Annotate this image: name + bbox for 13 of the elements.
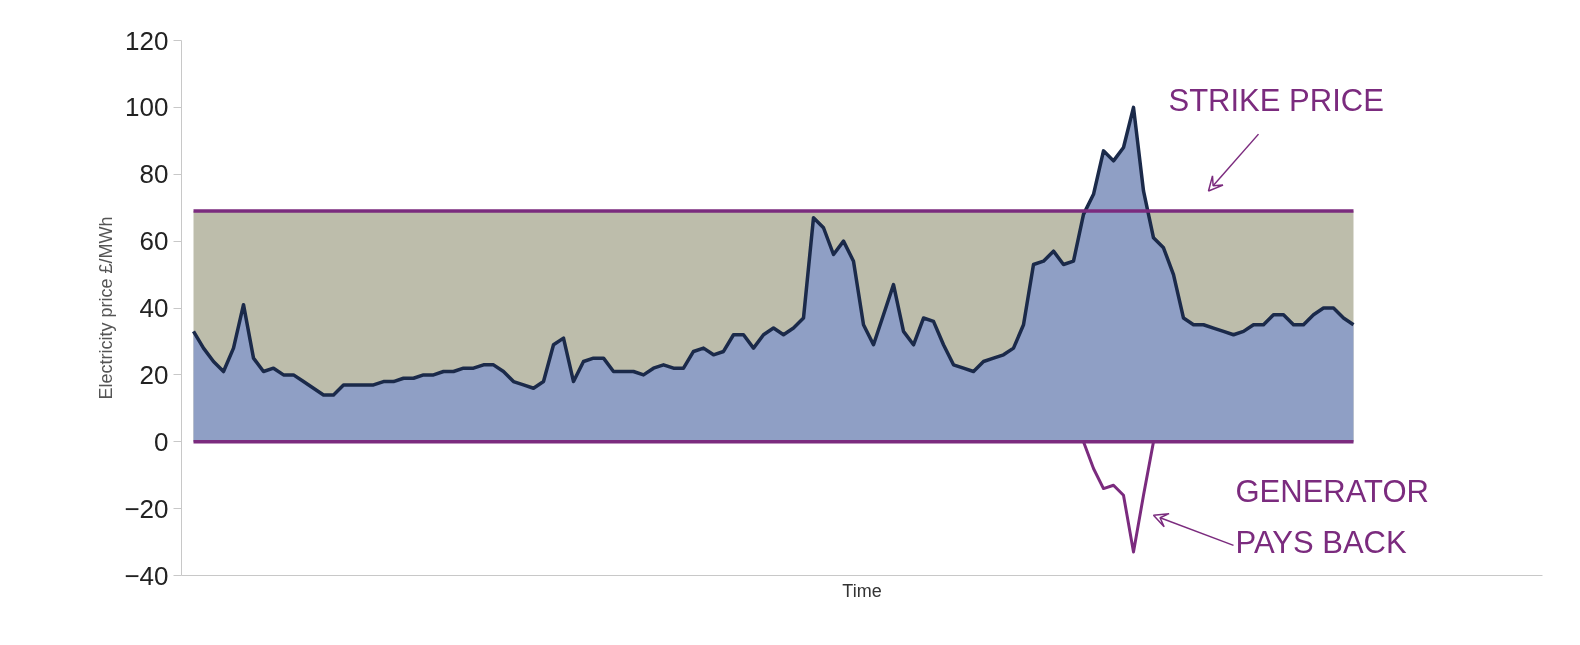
y-axis-title: Electricity price £/MWh xyxy=(96,216,117,400)
y-tick-label: 120 xyxy=(125,25,169,56)
y-tick-label: −20 xyxy=(124,493,169,524)
x-axis-title: Time xyxy=(842,580,882,601)
y-tick-label: 40 xyxy=(139,293,169,323)
y-tick-label: 60 xyxy=(139,226,169,257)
ref-line-label: STRIKE PRICE xyxy=(1168,83,1384,119)
y-tick-label: −40 xyxy=(124,560,169,591)
y-tick-label: 20 xyxy=(139,359,169,390)
y-tick-label: 0 xyxy=(154,426,169,457)
y-tick-label: 80 xyxy=(139,159,169,190)
annotation: GENERATOR PAYS BACK xyxy=(1235,474,1429,560)
y-tick-label: 100 xyxy=(125,92,169,123)
